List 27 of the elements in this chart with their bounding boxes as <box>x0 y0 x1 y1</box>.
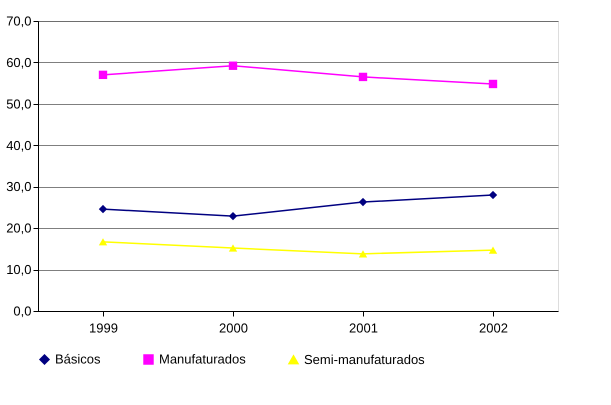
point <box>228 62 238 70</box>
x-tick-label: 2002 <box>479 320 508 336</box>
legend-label: Semi-manufaturados <box>304 352 426 367</box>
y-tick-label: 50,0 <box>6 96 32 112</box>
point <box>488 190 498 200</box>
x-tick-label: 2001 <box>349 320 378 336</box>
y-tick-label: 30,0 <box>6 179 32 194</box>
point <box>98 204 108 214</box>
y-tick-label: 70,0 <box>6 14 32 28</box>
x-tick-label: 1999 <box>89 320 118 336</box>
point <box>228 212 238 220</box>
point <box>488 246 498 254</box>
y-tick-label: 40,0 <box>6 138 32 153</box>
point <box>98 70 108 80</box>
y-tick-label: 60,0 <box>6 54 32 70</box>
point <box>358 198 368 206</box>
y-tick-label: 10,0 <box>6 262 32 278</box>
y-tick-label: 20,0 <box>6 220 32 236</box>
legend-label: Manufaturados <box>159 352 246 367</box>
legend-label: Básicos <box>55 352 102 367</box>
point <box>358 250 368 258</box>
x-tick-label: 2000 <box>219 320 248 336</box>
point <box>488 80 498 88</box>
y-tick-label: 0,0 <box>13 304 32 318</box>
point <box>228 244 238 252</box>
point <box>98 238 108 246</box>
point <box>358 72 368 82</box>
